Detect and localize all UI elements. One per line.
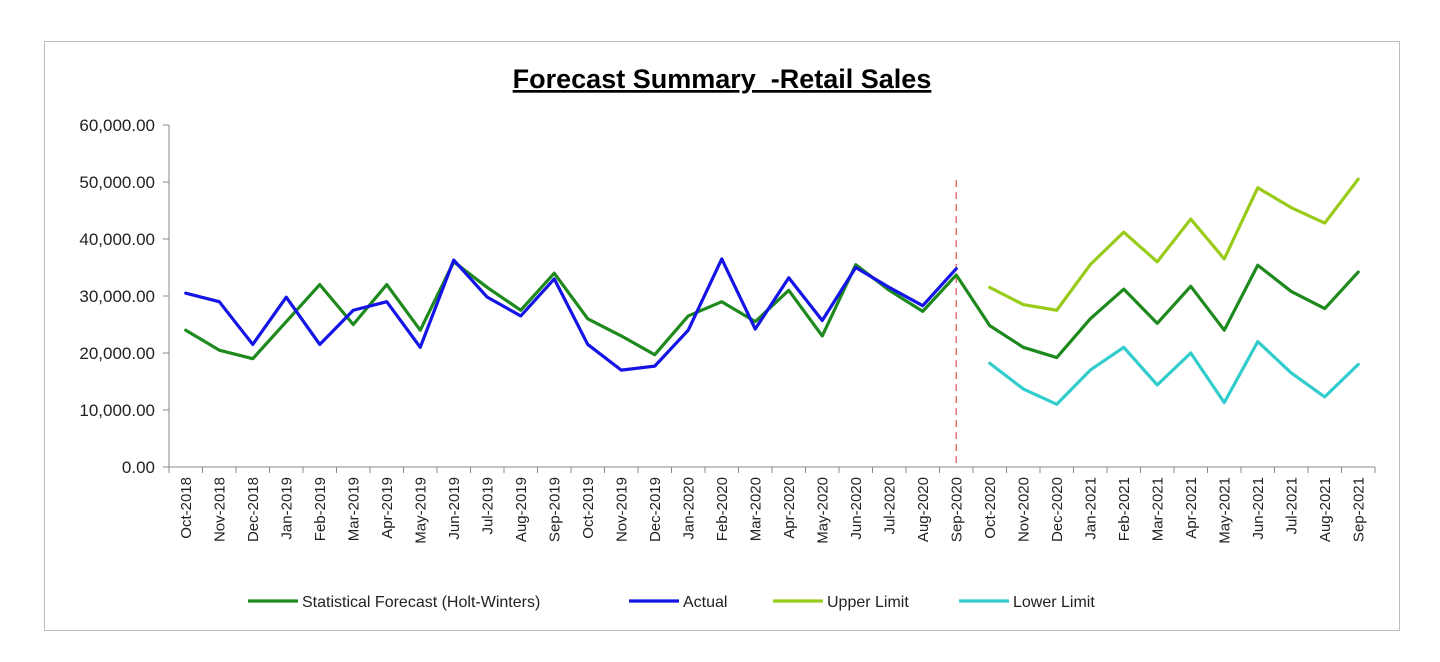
series-line-statistical-forecast-holt-winters bbox=[184, 260, 1360, 361]
chart-title: Forecast Summary -Retail Sales bbox=[513, 64, 932, 94]
x-tick-label: Aug-2021 bbox=[1317, 477, 1334, 542]
x-tick-label: Apr-2020 bbox=[781, 477, 798, 539]
x-tick-label: Sep-2020 bbox=[948, 477, 965, 542]
y-tick-label: 30,000.00 bbox=[79, 287, 155, 306]
series-line-lower-limit bbox=[988, 340, 1360, 406]
x-tick-label: Jul-2020 bbox=[881, 477, 898, 535]
chart-frame: Forecast Summary -Retail Sales 0.00 10,00… bbox=[44, 41, 1400, 631]
x-tick-label: Aug-2020 bbox=[915, 477, 932, 542]
x-tick-label: Jan-2020 bbox=[680, 477, 697, 540]
y-axis: 0.00 10,000.00 20,000.00 30,000.00 40,000.00… bbox=[79, 116, 170, 477]
x-tick-label: Jun-2021 bbox=[1250, 477, 1267, 540]
x-tick-label: Dec-2019 bbox=[647, 477, 664, 542]
x-tick-label: Jul-2019 bbox=[479, 477, 496, 535]
x-tick-label: Nov-2019 bbox=[613, 477, 630, 542]
x-tick-label: Mar-2020 bbox=[747, 477, 764, 541]
y-tick-label: 40,000.00 bbox=[79, 230, 155, 249]
x-tick-label: Dec-2020 bbox=[1049, 477, 1066, 542]
y-tick-label: 20,000.00 bbox=[79, 344, 155, 363]
legend-label-upper-limit: Upper Limit bbox=[827, 594, 909, 611]
x-tick-label: May-2019 bbox=[412, 477, 429, 544]
x-tick-label: May-2020 bbox=[814, 477, 831, 544]
legend-label-actual: Actual bbox=[683, 594, 727, 611]
y-tick-label: 50,000.00 bbox=[79, 173, 155, 192]
x-tick-label: Apr-2019 bbox=[379, 477, 396, 539]
y-tick-label: 60,000.00 bbox=[79, 116, 155, 135]
x-tick-label: Nov-2020 bbox=[1015, 477, 1032, 542]
x-tick-label: Jun-2020 bbox=[848, 477, 865, 540]
x-tick-label: Jan-2019 bbox=[278, 477, 295, 540]
x-tick-label: Oct-2018 bbox=[178, 477, 195, 539]
x-tick-label: Mar-2019 bbox=[345, 477, 362, 541]
legend-label-statistical-forecast-holt-winters: Statistical Forecast (Holt-Winters) bbox=[302, 594, 540, 611]
x-tick-label: Sep-2021 bbox=[1350, 477, 1367, 542]
series-line-actual bbox=[184, 257, 958, 372]
x-axis: Oct-2018 Nov-2018 Dec-2018 Jan-2019 Feb-2019… bbox=[168, 466, 1376, 544]
x-tick-label: Apr-2021 bbox=[1183, 477, 1200, 539]
x-tick-label: Feb-2019 bbox=[312, 477, 329, 541]
x-tick-label: Aug-2019 bbox=[513, 477, 530, 542]
x-tick-label: Feb-2020 bbox=[714, 477, 731, 541]
x-tick-label: Mar-2021 bbox=[1149, 477, 1166, 541]
y-tick-label: 0.00 bbox=[122, 458, 155, 477]
x-tick-label: Jan-2021 bbox=[1082, 477, 1099, 540]
x-tick-label: Oct-2019 bbox=[580, 477, 597, 539]
chart: Forecast Summary -Retail Sales 0.00 10,00… bbox=[79, 64, 1376, 611]
y-tick-label: 10,000.00 bbox=[79, 401, 155, 420]
x-tick-label: Feb-2021 bbox=[1116, 477, 1133, 541]
legend: Statistical Forecast (Holt-Winters) Actua… bbox=[248, 594, 1095, 611]
legend-label-lower-limit: Lower Limit bbox=[1013, 594, 1095, 611]
x-tick-label: Dec-2018 bbox=[245, 477, 262, 542]
x-tick-label: Sep-2019 bbox=[546, 477, 563, 542]
x-tick-label: Jun-2019 bbox=[446, 477, 463, 540]
series-layer bbox=[184, 177, 1360, 406]
x-tick-label: May-2021 bbox=[1216, 477, 1233, 544]
x-tick-label: Oct-2020 bbox=[982, 477, 999, 539]
x-tick-label: Nov-2018 bbox=[211, 477, 228, 542]
x-tick-label: Jul-2021 bbox=[1283, 477, 1300, 535]
series-line-upper-limit bbox=[988, 177, 1360, 312]
